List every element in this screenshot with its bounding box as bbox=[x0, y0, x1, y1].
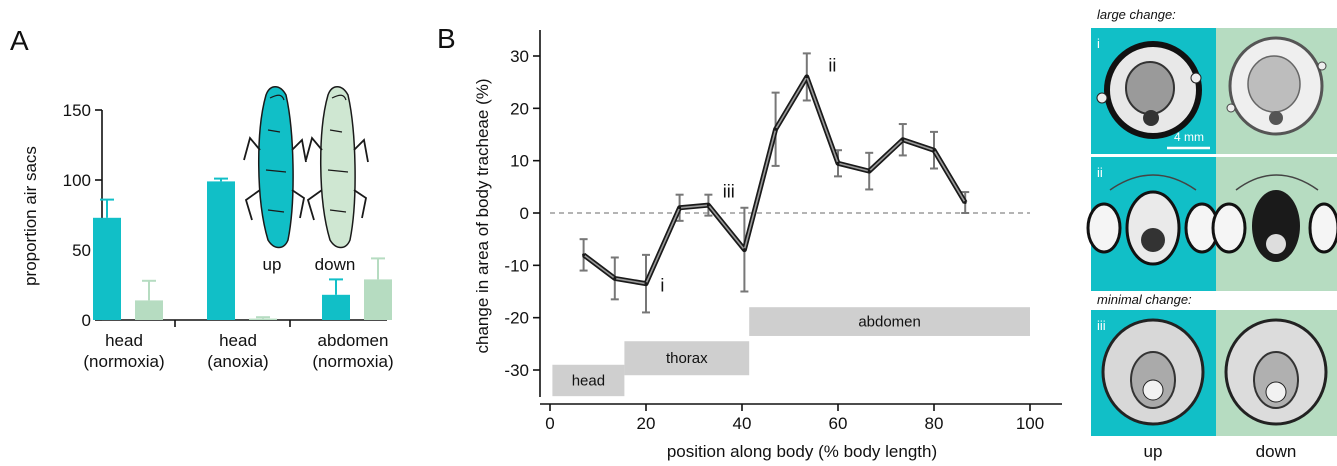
category-label: abdomen bbox=[318, 331, 389, 350]
point-label: i bbox=[660, 276, 664, 296]
bar-down bbox=[249, 318, 277, 320]
data-point bbox=[932, 148, 936, 152]
bar-down bbox=[135, 300, 163, 320]
data-point bbox=[963, 201, 967, 205]
series-line-outer bbox=[582, 74, 968, 287]
y-tick-label: 0 bbox=[82, 311, 91, 330]
y-tick-label: 50 bbox=[72, 241, 91, 260]
grasshopper-up-icon bbox=[243, 86, 307, 249]
ct-section-i-down bbox=[1226, 36, 1327, 136]
y-tick-label: 20 bbox=[510, 99, 529, 118]
category-label: head bbox=[219, 331, 257, 350]
data-point bbox=[805, 75, 809, 79]
region-label: thorax bbox=[666, 350, 708, 367]
series-line-inner bbox=[583, 76, 966, 285]
x-tick-label: 80 bbox=[925, 414, 944, 433]
region-thorax bbox=[624, 341, 750, 376]
panel-label-a: A bbox=[10, 25, 29, 56]
column-label-up: up bbox=[1144, 442, 1163, 461]
bar-chart: proportion air sacs 0 50 100 150 head (normo… bbox=[21, 86, 394, 371]
grasshopper-down-icon bbox=[305, 86, 369, 249]
y-axis-label: change in area of body tracheae (%) bbox=[473, 78, 492, 353]
region-label: head bbox=[572, 372, 605, 389]
y-axis-label: proportion air sacs bbox=[21, 146, 40, 286]
image-label-iii: iii bbox=[1097, 318, 1106, 333]
ct-section-iii-up bbox=[1101, 318, 1205, 426]
image-label-i: i bbox=[1097, 36, 1100, 51]
x-tick-label: 20 bbox=[637, 414, 656, 433]
region-abdomen bbox=[749, 307, 1030, 336]
ct-section-iii-down bbox=[1224, 318, 1328, 426]
y-tick-label: 0 bbox=[520, 204, 529, 223]
category-label: (anoxia) bbox=[207, 352, 268, 371]
point-label: iii bbox=[723, 181, 735, 201]
y-tick-label: -10 bbox=[504, 256, 529, 275]
data-point bbox=[582, 253, 586, 257]
y-tick-label: 30 bbox=[510, 47, 529, 66]
data-point bbox=[836, 161, 840, 165]
data-point bbox=[678, 206, 682, 210]
y-tick-label: 100 bbox=[63, 171, 91, 190]
x-tick-label: 40 bbox=[733, 414, 752, 433]
y-tick-label: 10 bbox=[510, 152, 529, 171]
header-large-change: large change: bbox=[1097, 7, 1176, 22]
category-label: head bbox=[105, 331, 143, 350]
x-tick-label: 60 bbox=[829, 414, 848, 433]
ct-image-grid: large change: minimal change: bbox=[1086, 7, 1337, 461]
data-point bbox=[742, 248, 746, 252]
data-point bbox=[644, 282, 648, 286]
data-point bbox=[867, 169, 871, 173]
x-axis-label: position along body (% body length) bbox=[667, 442, 937, 461]
ct-section-ii-down bbox=[1211, 174, 1337, 262]
legend-down: down bbox=[315, 255, 356, 274]
data-point bbox=[706, 203, 710, 207]
column-label-down: down bbox=[1256, 442, 1297, 461]
region-label: abdomen bbox=[858, 314, 921, 331]
legend-up: up bbox=[263, 255, 282, 274]
bar-down bbox=[364, 279, 392, 320]
bar-up bbox=[322, 294, 350, 320]
ct-section-i-up bbox=[1096, 41, 1202, 139]
bar-up bbox=[93, 217, 121, 320]
y-tick-label: -20 bbox=[504, 309, 529, 328]
region-head bbox=[552, 364, 625, 397]
scale-bar-label: 4 mm bbox=[1174, 130, 1204, 144]
x-tick-label: 0 bbox=[545, 414, 554, 433]
line-chart: change in area of body tracheae (%) posi… bbox=[473, 30, 1062, 461]
point-label: ii bbox=[828, 56, 836, 76]
y-tick-label: -30 bbox=[504, 361, 529, 380]
category-label: (normoxia) bbox=[83, 352, 164, 371]
data-point bbox=[613, 276, 617, 280]
y-tick-label: 150 bbox=[63, 101, 91, 120]
bar-up bbox=[207, 181, 235, 320]
x-tick-label: 100 bbox=[1016, 414, 1044, 433]
data-point bbox=[774, 127, 778, 131]
data-point bbox=[901, 138, 905, 142]
image-label-ii: ii bbox=[1097, 165, 1103, 180]
header-minimal-change: minimal change: bbox=[1097, 292, 1192, 307]
panel-label-b: B bbox=[437, 23, 456, 54]
category-label: (normoxia) bbox=[312, 352, 393, 371]
